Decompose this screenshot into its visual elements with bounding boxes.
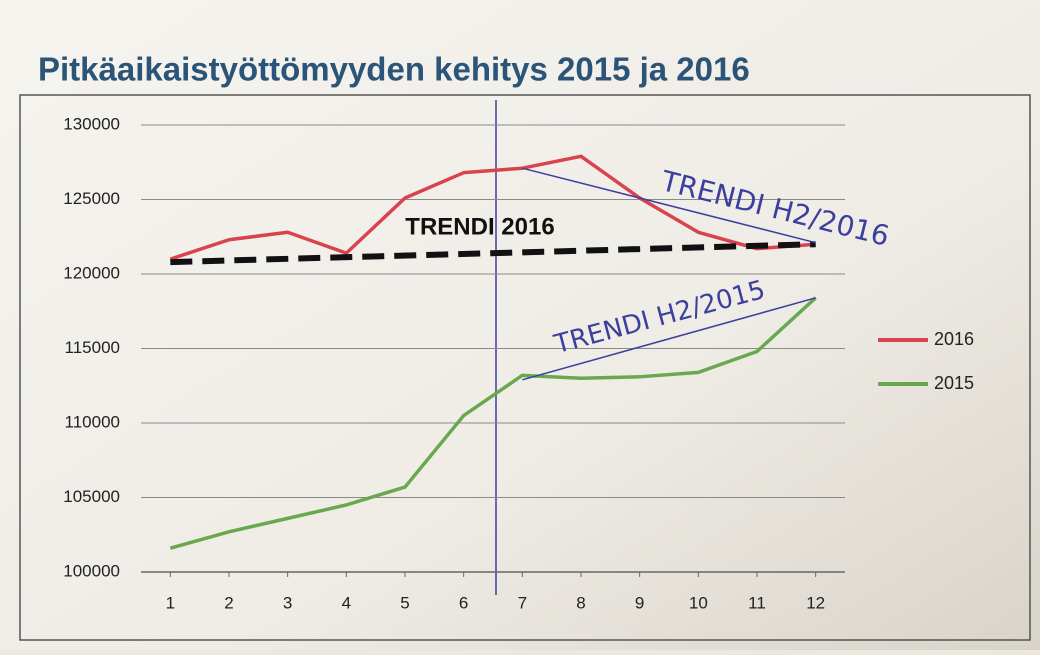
line-series — [169, 296, 817, 550]
x-tick-label: 9 — [635, 593, 644, 612]
y-tick-label: 115000 — [65, 338, 120, 357]
y-tick-label: 130000 — [63, 114, 120, 133]
x-tick-label: 2 — [224, 593, 233, 612]
x-tick-label: 6 — [459, 593, 468, 612]
x-tick-label: 3 — [283, 593, 292, 612]
y-tick-label: 125000 — [63, 189, 120, 208]
x-tick-label: 4 — [342, 593, 351, 612]
x-tick-label: 8 — [576, 593, 585, 612]
x-tick-label: 12 — [806, 593, 825, 612]
x-tick-label: 1 — [166, 593, 175, 612]
legend-label: 2016 — [934, 329, 974, 349]
x-tick-label: 11 — [748, 593, 766, 612]
y-tick-label: 100000 — [63, 561, 120, 580]
x-tick-label: 10 — [689, 593, 708, 612]
y-tick-label: 120000 — [63, 263, 120, 282]
chart-border — [19, 94, 1031, 641]
line-series — [169, 154, 816, 261]
annotation-label: TRENDI 2016 — [405, 213, 554, 240]
legend-label: 2015 — [934, 373, 974, 393]
x-tick-label: 7 — [518, 593, 527, 612]
y-tick-label: 105000 — [63, 487, 120, 506]
y-tick-label: 110000 — [65, 412, 120, 431]
chart-title: Pitkäaikaistyöttömyyden kehitys 2015 ja … — [38, 51, 750, 88]
x-tick-label: 5 — [400, 593, 409, 612]
trend-line — [522, 167, 816, 244]
trend-line — [170, 241, 816, 266]
trend-line — [522, 297, 816, 381]
